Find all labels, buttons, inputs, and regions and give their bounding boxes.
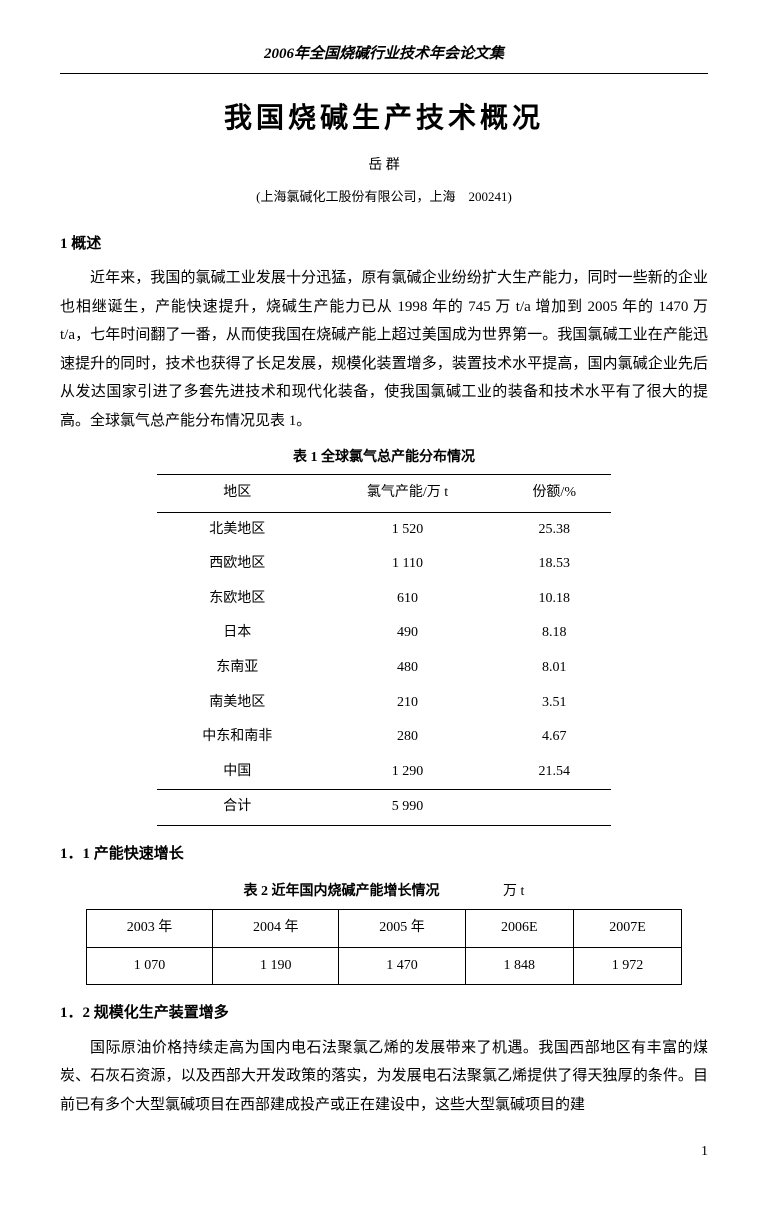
table-row: 中东和南非2804.67 xyxy=(157,720,611,755)
table-row: 中国1 29021.54 xyxy=(157,755,611,790)
table-row: 西欧地区1 11018.53 xyxy=(157,547,611,582)
table-1-col-region: 地区 xyxy=(157,475,317,513)
table-1-global-capacity: 地区 氯气产能/万 t 份额/% 北美地区1 52025.38 西欧地区1 11… xyxy=(157,474,611,826)
table-2-domestic-growth: 2003 年 2004 年 2005 年 2006E 2007E 1 070 1… xyxy=(86,909,682,985)
section-1-1-heading: 1．1 产能快速增长 xyxy=(60,840,708,869)
table-row: 日本4908.18 xyxy=(157,616,611,651)
table-row-total: 合计5 990 xyxy=(157,790,611,826)
table-row: 东欧地区61010.18 xyxy=(157,582,611,617)
table-2-col: 2005 年 xyxy=(339,910,465,948)
paragraph-scale: 国际原油价格持续走高为国内电石法聚氯乙烯的发展带来了机遇。我国西部地区有丰富的煤… xyxy=(60,1034,708,1120)
author-affiliation: (上海氯碱化工股份有限公司，上海 200241) xyxy=(60,185,708,210)
table-1-col-capacity: 氯气产能/万 t xyxy=(317,475,497,513)
table-row: 1 070 1 190 1 470 1 848 1 972 xyxy=(86,947,681,985)
table-2-caption: 表 2 近年国内烧碱产能增长情况 万 t xyxy=(60,879,708,906)
table-1-caption: 表 1 全球氯气总产能分布情况 xyxy=(60,445,708,472)
table-2-col: 2003 年 xyxy=(86,910,212,948)
table-1-col-share: 份额/% xyxy=(498,475,611,513)
running-header: 2006年全国烧碱行业技术年会论文集 xyxy=(60,40,708,74)
table-row: 南美地区2103.51 xyxy=(157,686,611,721)
author-name: 岳 群 xyxy=(60,153,708,180)
paragraph-overview: 近年来，我国的氯碱工业发展十分迅猛，原有氯碱企业纷纷扩大生产能力，同时一些新的企… xyxy=(60,264,708,435)
paper-title: 我国烧碱生产技术概况 xyxy=(60,92,708,145)
table-row: 北美地区1 52025.38 xyxy=(157,512,611,547)
table-2-col: 2004 年 xyxy=(213,910,339,948)
table-2-col: 2006E xyxy=(465,910,573,948)
section-1-2-heading: 1．2 规模化生产装置增多 xyxy=(60,999,708,1028)
page-number: 1 xyxy=(60,1139,708,1166)
table-row: 东南亚4808.01 xyxy=(157,651,611,686)
table-2-col: 2007E xyxy=(573,910,681,948)
table-2-unit: 万 t xyxy=(503,879,524,906)
section-1-heading: 1 概述 xyxy=(60,230,708,259)
